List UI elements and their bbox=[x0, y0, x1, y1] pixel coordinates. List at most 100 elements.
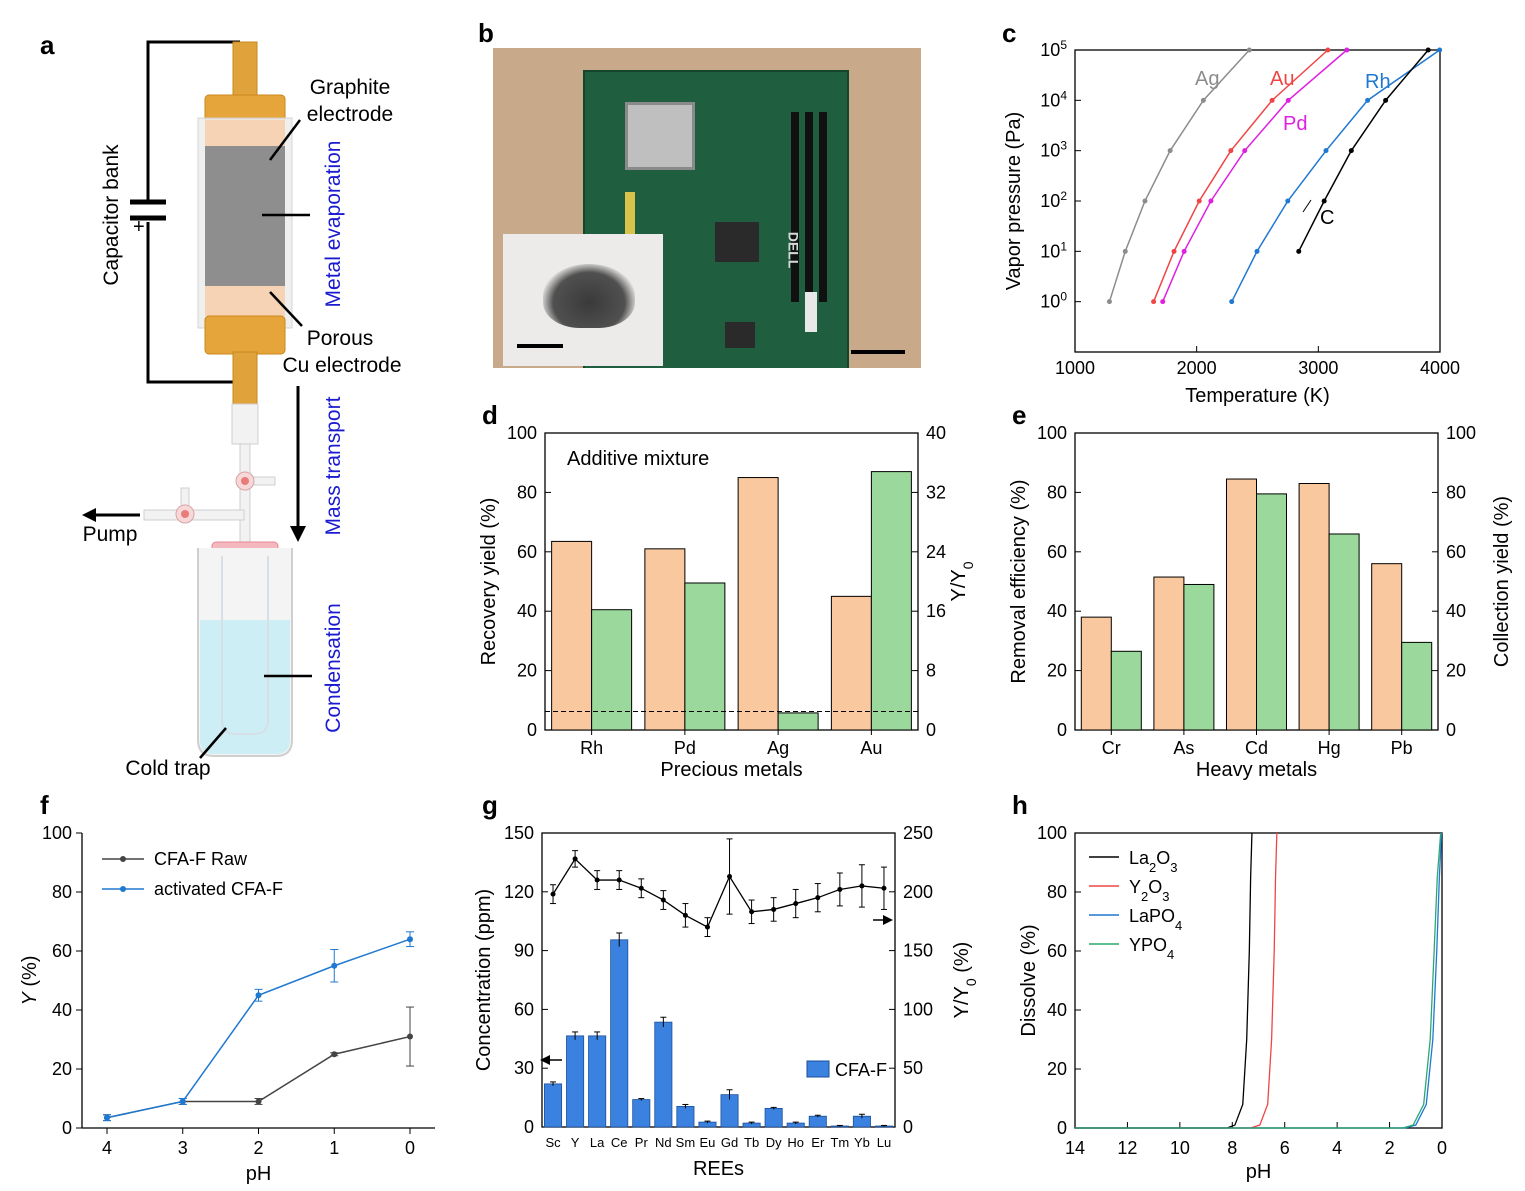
series-label-Au: Au bbox=[1270, 68, 1294, 90]
bar-Y bbox=[566, 1035, 585, 1128]
data-point bbox=[1167, 148, 1173, 154]
x-tick-label: 12 bbox=[1117, 1138, 1137, 1158]
y-right-axis-label: Collection yield (%) bbox=[1491, 496, 1513, 667]
y-tick-label: 90 bbox=[514, 941, 534, 961]
brand-logo: DELL bbox=[785, 231, 802, 269]
x-tick-label: Ho bbox=[787, 1135, 804, 1150]
pointer-graphite bbox=[269, 119, 301, 161]
ram-slot bbox=[819, 112, 827, 302]
trap-inner bbox=[221, 556, 269, 735]
y-axis-label: Vapor pressure (Pa) bbox=[1003, 112, 1025, 291]
y-tick-label: 102 bbox=[1040, 189, 1067, 211]
y-right-tick-label: 250 bbox=[903, 823, 933, 843]
y-right-tick-label: 40 bbox=[1446, 601, 1466, 621]
y-right-tick-label: 0 bbox=[926, 720, 936, 740]
right-axis-arrow-head bbox=[883, 915, 893, 925]
y-tick-label: 20 bbox=[52, 1059, 72, 1079]
x-tick-label: Pb bbox=[1391, 738, 1413, 758]
series-label-Pd: Pd bbox=[1283, 113, 1307, 135]
data-point bbox=[1296, 248, 1302, 254]
data-point bbox=[1246, 47, 1252, 53]
legend-label: LaPO4 bbox=[1129, 906, 1182, 933]
x-tick-label: Gd bbox=[721, 1135, 738, 1150]
x-tick-label: Cd bbox=[1245, 738, 1268, 758]
y-tick-label: 80 bbox=[52, 882, 72, 902]
data-point bbox=[1106, 299, 1112, 305]
y-tick-label: 40 bbox=[517, 601, 537, 621]
y-tick-label: 100 bbox=[42, 823, 72, 843]
y-tick-label: 101 bbox=[1040, 239, 1067, 261]
y-tick-label: 80 bbox=[517, 482, 537, 502]
x-tick-label: Tm bbox=[830, 1135, 849, 1150]
bar-collection-As bbox=[1183, 583, 1215, 731]
data-point bbox=[331, 962, 338, 969]
y-right-tick-label: 200 bbox=[903, 882, 933, 902]
x-tick-label: 1000 bbox=[1055, 358, 1095, 378]
graphite-band bbox=[205, 120, 285, 146]
y-right-tick-label: 8 bbox=[926, 661, 936, 681]
data-point bbox=[407, 936, 413, 943]
data-point bbox=[1285, 97, 1291, 103]
series-line-YPO4 bbox=[1075, 832, 1442, 1129]
x-axis-label: Temperature (K) bbox=[1185, 385, 1330, 407]
y-tick-label: 60 bbox=[52, 941, 72, 961]
vertical-pipe bbox=[239, 443, 251, 543]
x-tick-label: Nd bbox=[655, 1135, 672, 1150]
x-axis-label: Precious metals bbox=[660, 759, 802, 781]
y-right-tick-label: 50 bbox=[903, 1058, 923, 1078]
bar-removal-As bbox=[1153, 576, 1185, 731]
data-point bbox=[1142, 198, 1148, 204]
bar-Sm bbox=[676, 1106, 695, 1128]
y-tick-label: 120 bbox=[504, 882, 534, 902]
chart-d-precious-metals: 0 20 40 60 80 100 0 8 16 24 32 40 Rh Pd Ag Au Additive m… bbox=[478, 423, 976, 781]
photo-scale-bar bbox=[851, 350, 905, 354]
y-tick-label: 40 bbox=[52, 1000, 72, 1020]
x-tick-label: Tb bbox=[744, 1135, 759, 1150]
series-line-Ag bbox=[1108, 49, 1250, 302]
y-right-axis-label: Y/Y0 (%) bbox=[951, 942, 979, 1019]
y-tick-label: 60 bbox=[1047, 941, 1067, 961]
data-point bbox=[1229, 299, 1235, 305]
x-tick-label: Eu bbox=[700, 1135, 716, 1150]
x-axis-label: pH bbox=[246, 1163, 272, 1185]
x-tick-label: 0 bbox=[1437, 1138, 1447, 1158]
data-point bbox=[407, 1033, 413, 1040]
bar-collection-Cd bbox=[1256, 493, 1287, 731]
bar-Sc bbox=[544, 1083, 563, 1128]
tube-connector bbox=[231, 403, 259, 445]
legend-label: activated CFA-F bbox=[154, 879, 283, 899]
y-axis-label: Y (%) bbox=[20, 955, 41, 1005]
x-tick-label: Sc bbox=[545, 1135, 561, 1150]
y-tick-label: 20 bbox=[1047, 661, 1067, 681]
y-right-axis-label: Y/Y0 bbox=[948, 561, 976, 601]
data-point bbox=[255, 1098, 262, 1105]
data-point bbox=[331, 1051, 338, 1058]
x-tick-label: 10 bbox=[1170, 1138, 1190, 1158]
data-point bbox=[1171, 248, 1177, 254]
pointer-porous bbox=[269, 291, 303, 327]
mass-transport-label: Mass transport bbox=[322, 396, 345, 535]
y-tick-label: 104 bbox=[1040, 88, 1067, 110]
y-axis-label: Removal efficiency (%) bbox=[1008, 479, 1030, 683]
x-tick-label: Hg bbox=[1318, 738, 1341, 758]
panel-label-a: a bbox=[40, 30, 55, 60]
bottom-rod bbox=[232, 351, 258, 405]
bar-Nd bbox=[654, 1021, 673, 1128]
y-tick-label: 80 bbox=[1047, 882, 1067, 902]
y-right-tick-label: 0 bbox=[1446, 720, 1456, 740]
y-right-tick-label: 100 bbox=[903, 999, 933, 1019]
legend-label: CFA-F bbox=[835, 1060, 887, 1080]
series-line-Y2O3 bbox=[1075, 832, 1278, 1129]
y-tick-label: 100 bbox=[1037, 823, 1067, 843]
graphite-label-2: electrode bbox=[307, 103, 393, 126]
panel-label-b: b bbox=[478, 18, 494, 48]
chart-g-rees: 0 30 60 90 120 150 0 50 100 150 200 250 Sc Y La Ce Pr Nd S… bbox=[473, 823, 979, 1180]
bar-La bbox=[588, 1035, 607, 1128]
wire-bottom bbox=[146, 222, 240, 384]
y-tick-label: 105 bbox=[1040, 40, 1067, 60]
x-tick-label: 1 bbox=[329, 1138, 339, 1158]
y-axis-label: Concentration (ppm) bbox=[473, 889, 495, 1071]
x-tick-label: La bbox=[590, 1135, 605, 1150]
chart-e-heavy-metals: 0 0 20 20 40 40 60 60 80 80 100 100 Cr As Cd Hg Pb Heavy … bbox=[1008, 423, 1513, 781]
